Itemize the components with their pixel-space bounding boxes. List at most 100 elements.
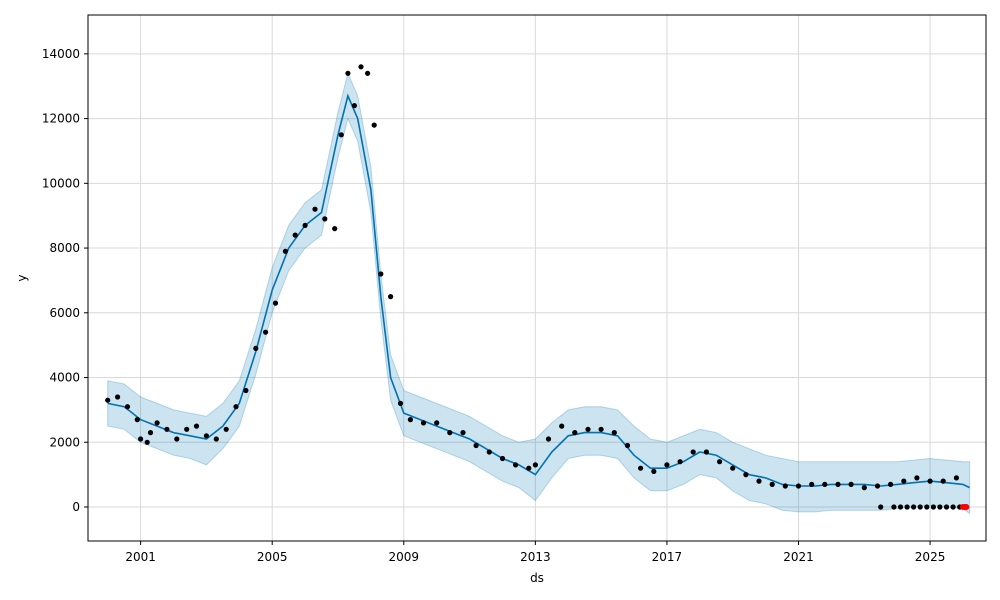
observed-point — [950, 504, 956, 510]
observed-point — [897, 504, 904, 510]
observed-point — [213, 436, 219, 442]
observed-point — [782, 483, 788, 489]
observed-point — [572, 430, 578, 436]
observed-point — [927, 478, 933, 484]
observed-point — [611, 430, 617, 436]
observed-point — [378, 271, 384, 277]
y-tick-label: 6000 — [49, 306, 80, 320]
observed-point — [953, 475, 960, 481]
observed-point — [407, 417, 413, 423]
observed-point — [420, 420, 427, 426]
observed-point — [233, 404, 239, 410]
observed-point — [835, 481, 841, 487]
observed-point — [651, 468, 657, 474]
observed-point — [545, 436, 552, 442]
outlier-point — [963, 504, 970, 510]
observed-point — [322, 216, 328, 222]
observed-point — [164, 426, 170, 432]
observed-point — [664, 462, 670, 468]
observed-point — [532, 462, 539, 468]
observed-point — [105, 397, 111, 403]
x-tick-label: 2021 — [783, 550, 814, 564]
observed-point — [345, 70, 351, 76]
observed-point — [282, 248, 288, 254]
observed-point — [223, 426, 229, 432]
observed-point — [263, 329, 269, 335]
observed-point — [943, 504, 950, 510]
interval-band — [107, 71, 971, 515]
observed-point — [302, 222, 308, 228]
observed-point — [822, 481, 828, 487]
observed-point — [144, 439, 150, 445]
observed-point — [338, 132, 344, 138]
observed-point — [134, 417, 140, 423]
observed-point — [332, 226, 338, 232]
observed-point — [878, 504, 884, 510]
y-tick-label: 2000 — [49, 435, 80, 449]
observed-point — [388, 294, 394, 300]
observed-point — [559, 423, 565, 429]
observed-point — [243, 387, 249, 394]
observed-point — [624, 442, 631, 449]
y-tick-label: 0 — [72, 500, 80, 514]
observed-point — [914, 475, 920, 481]
observed-point — [924, 504, 930, 510]
observed-point — [795, 483, 802, 489]
observed-point — [809, 481, 815, 487]
observed-points — [105, 64, 963, 510]
y-tick-label: 14000 — [42, 47, 80, 61]
observed-point — [848, 481, 854, 487]
y-tick-label: 4000 — [49, 371, 80, 385]
observed-point — [184, 426, 190, 432]
observed-point — [447, 430, 453, 436]
x-tick-label: 2017 — [652, 550, 683, 564]
x-tick-label: 2013 — [520, 550, 551, 564]
observed-point — [115, 394, 121, 400]
observed-point — [312, 206, 318, 212]
grid — [88, 15, 986, 541]
observed-point — [124, 404, 131, 410]
observed-point — [513, 462, 519, 468]
observed-point — [193, 423, 200, 429]
observed-point — [138, 436, 144, 442]
observed-point — [937, 504, 943, 510]
observed-point — [358, 64, 364, 70]
observed-point — [526, 465, 532, 471]
observed-point — [717, 459, 723, 465]
observed-point — [253, 345, 259, 351]
observed-point — [888, 481, 894, 487]
observed-point — [371, 122, 377, 128]
observed-point — [638, 465, 644, 471]
y-tick-label: 10000 — [42, 176, 80, 190]
observed-point — [365, 70, 371, 76]
observed-point — [911, 504, 917, 510]
observed-point — [940, 478, 946, 484]
x-tick-label: 2005 — [257, 550, 288, 564]
x-axis-label: ds — [530, 571, 544, 585]
observed-point — [891, 504, 897, 510]
observed-point — [730, 465, 736, 471]
observed-point — [861, 485, 867, 491]
observed-point — [460, 430, 466, 436]
observed-point — [147, 430, 154, 436]
observed-point — [901, 478, 907, 484]
y-axis-ticks: 0 2000 4000 6000 8000 10000 12000 14000 — [42, 47, 88, 514]
observed-point — [272, 300, 279, 306]
observed-point — [917, 504, 923, 510]
observed-point — [756, 478, 762, 484]
x-tick-label: 2009 — [389, 550, 420, 564]
y-axis-label: y — [15, 274, 29, 281]
observed-point — [769, 481, 775, 487]
observed-point — [473, 442, 479, 449]
observed-point — [703, 449, 710, 455]
observed-point — [930, 504, 937, 510]
observed-point — [203, 433, 209, 439]
x-axis-ticks: 2001 2005 2009 2013 2017 2021 2025 — [125, 541, 945, 564]
observed-point — [585, 426, 591, 432]
observed-point — [499, 455, 506, 462]
y-tick-label: 12000 — [42, 112, 80, 126]
observed-point — [397, 400, 404, 406]
y-tick-label: 8000 — [49, 241, 80, 255]
observed-point — [486, 449, 492, 455]
